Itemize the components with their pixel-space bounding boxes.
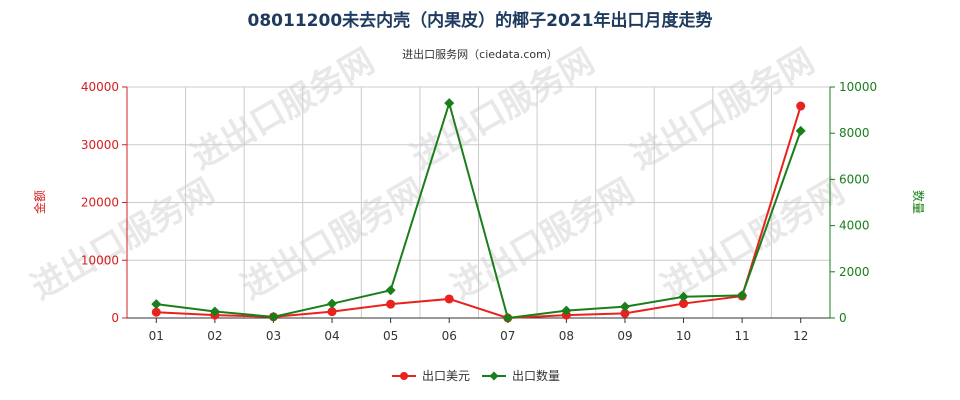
series-2-point [209, 306, 220, 317]
chart-title: 08011200未去内壳（内果皮）的椰子2021年出口月度走势 [248, 10, 713, 31]
x-tick-label: 03 [266, 329, 281, 343]
left-axis-ticks: 0 10000 20000 30000 40000 [81, 80, 127, 325]
legend-label-2: 出口数量 [512, 368, 560, 383]
x-tick-label: 05 [383, 329, 398, 343]
x-tick-label: 12 [793, 329, 808, 343]
series-1-point [620, 308, 630, 318]
x-tick-label: 07 [500, 329, 515, 343]
series-2-point [327, 298, 338, 309]
right-tick-label: 8000 [839, 126, 870, 140]
chart-subtitle: 进出口服务网（ciedata.com） [402, 47, 558, 61]
series-2-point [737, 290, 748, 301]
left-tick-label: 30000 [81, 138, 119, 152]
series-2-point [502, 313, 513, 323]
x-tick-label: 06 [442, 329, 457, 343]
watermark-text: 进出口服务网 [405, 41, 602, 178]
series-1-point [796, 101, 806, 111]
right-tick-label: 10000 [839, 80, 877, 94]
x-axis-ticks: 01 02 03 04 05 06 07 08 09 10 11 12 [149, 318, 808, 343]
series-line-2 [156, 99, 802, 320]
legend-label-1: 出口美元 [422, 369, 470, 383]
left-tick-label: 20000 [81, 196, 119, 210]
legend: 出口美元 出口数量 [392, 368, 560, 383]
series-1-point [151, 307, 161, 317]
watermark-text: 进出口服务网 [185, 41, 382, 178]
series-2-point [795, 125, 806, 136]
left-axis-label: 金额 [32, 190, 47, 214]
watermark-text: 进出口服务网 [235, 171, 432, 308]
legend-marker-2 [489, 371, 499, 381]
x-tick-label: 09 [617, 329, 632, 343]
x-tick-label: 10 [676, 329, 691, 343]
series-2-point [268, 311, 279, 322]
x-tick-label: 02 [207, 329, 222, 343]
series-1-point [327, 307, 337, 317]
right-tick-label: 2000 [839, 265, 870, 279]
series-layer [151, 98, 806, 323]
left-tick-label: 10000 [81, 253, 119, 267]
right-tick-label: 6000 [839, 172, 870, 186]
right-tick-label: 0 [839, 311, 847, 325]
right-tick-label: 4000 [839, 219, 870, 233]
series-2-point [151, 299, 162, 310]
watermark-text: 进出口服务网 [655, 171, 852, 308]
right-axis-ticks: 0 2000 4000 6000 8000 10000 [830, 80, 877, 325]
x-tick-label: 08 [559, 329, 574, 343]
series-1-point [386, 299, 396, 309]
right-axis-label: 数量 [911, 190, 926, 214]
series-2-point [619, 301, 630, 312]
left-tick-label: 40000 [81, 80, 119, 94]
series-2-point [444, 98, 455, 109]
series-2-point [678, 291, 689, 302]
x-tick-label: 01 [149, 329, 164, 343]
series-2-point [385, 285, 396, 296]
watermark-text: 进出口服务网 [25, 171, 222, 308]
series-2-point [561, 305, 572, 316]
series-1-point [444, 294, 454, 304]
x-tick-label: 11 [734, 329, 749, 343]
legend-marker-1 [400, 372, 408, 380]
series-1-point [679, 299, 689, 309]
left-tick-label: 0 [111, 311, 119, 325]
x-tick-label: 04 [324, 329, 339, 343]
